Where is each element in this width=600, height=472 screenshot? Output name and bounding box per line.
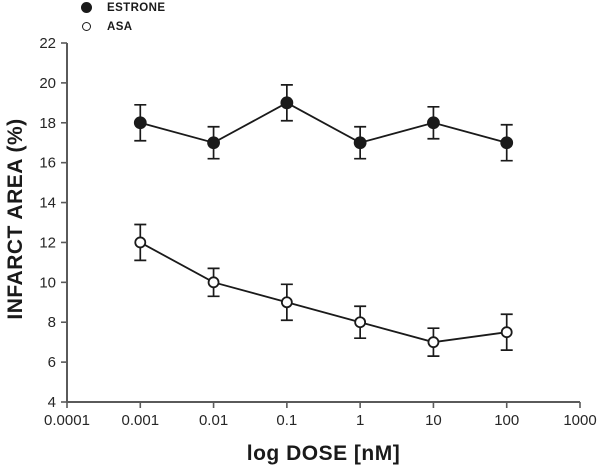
legend-item-estrone: ESTRONE (80, 0, 165, 17)
legend-marker-box (80, 22, 92, 31)
data-point-estrone-10 (427, 116, 440, 130)
x-tick-label: 1000 (563, 412, 596, 429)
legend-item-asa: ASA (80, 17, 165, 36)
open-circle-icon (81, 22, 91, 31)
data-point-estrone-100 (500, 136, 514, 150)
y-tick-label: 22 (39, 35, 56, 52)
y-tick-label: 12 (39, 234, 56, 251)
data-point-estrone-0.1 (280, 96, 294, 110)
filled-circle-icon (80, 2, 92, 13)
y-tick-label: 20 (39, 75, 56, 92)
data-point-asa-100 (500, 326, 513, 339)
data-point-asa-1 (354, 316, 367, 329)
y-tick-label: 6 (48, 354, 56, 371)
x-tick-label: 0.001 (122, 412, 160, 429)
y-tick-label: 10 (39, 274, 56, 291)
x-axis-label: log DOSE [nM] (246, 442, 401, 465)
legend-label-asa: ASA (107, 20, 133, 33)
legend-marker-box (80, 2, 92, 13)
series-line-estrone (140, 101, 507, 144)
data-point-asa-0.1 (280, 296, 293, 309)
data-point-estrone-0.001 (133, 116, 147, 130)
y-tick-label: 8 (48, 314, 56, 331)
x-tick-label: 0.1 (276, 412, 297, 429)
error-bars-asa (134, 223, 513, 357)
data-point-asa-0.01 (207, 276, 220, 289)
legend: ESTRONE ASA (80, 0, 165, 36)
x-tick-label: 100 (494, 412, 519, 429)
x-tick-label: 0.01 (199, 412, 228, 429)
data-point-asa-0.001 (134, 236, 147, 249)
x-tick-label: 10 (425, 412, 442, 429)
y-tick-label: 16 (39, 155, 56, 172)
y-tick-label: 14 (39, 195, 56, 212)
y-tick-label: 18 (39, 115, 56, 132)
x-tick-label: 0.0001 (44, 412, 90, 429)
data-point-estrone-0.01 (207, 136, 220, 150)
y-tick-label: 4 (48, 394, 56, 411)
series-line-asa (139, 241, 507, 344)
data-point-estrone-1 (353, 136, 367, 150)
legend-label-estrone: ESTRONE (107, 1, 166, 14)
x-tick-label: 1 (356, 412, 364, 429)
data-point-asa-10 (427, 336, 440, 349)
